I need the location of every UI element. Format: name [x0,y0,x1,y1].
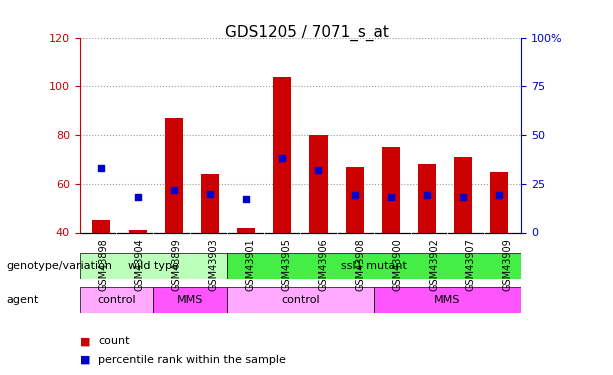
Point [96,165,106,171]
Bar [490,172,508,232]
Text: GSM43898: GSM43898 [98,238,108,291]
Text: ■: ■ [80,355,90,365]
Bar [227,253,521,279]
Bar [454,157,472,232]
Text: MMS: MMS [177,295,204,305]
Point [495,192,504,198]
Text: GSM43908: GSM43908 [356,238,365,291]
Bar [201,174,219,232]
Text: control: control [281,295,320,305]
Point [386,194,396,200]
Point [205,190,215,196]
Text: GSM43906: GSM43906 [319,238,329,291]
Text: GSM43904: GSM43904 [135,238,145,291]
Text: GDS1205 / 7071_s_at: GDS1205 / 7071_s_at [224,24,389,40]
Text: GSM43901: GSM43901 [245,238,255,291]
Bar [374,287,521,313]
Point [132,194,142,200]
Bar [165,118,183,232]
Point [241,196,251,202]
Bar [310,135,327,232]
Bar [382,147,400,232]
Bar [93,220,110,232]
Text: percentile rank within the sample: percentile rank within the sample [98,355,286,365]
Text: GSM43905: GSM43905 [282,238,292,291]
Point [169,187,178,193]
Bar [80,287,153,313]
Point [314,167,324,173]
Text: wild type: wild type [128,261,178,271]
Bar [237,228,255,232]
Point [422,192,432,198]
Bar [273,76,291,232]
Bar [346,166,364,232]
Text: ■: ■ [80,336,90,346]
Point [277,155,287,161]
Text: ssl1 mutant: ssl1 mutant [341,261,407,271]
Point [459,194,468,200]
Bar [153,287,227,313]
Bar [80,253,227,279]
Point [350,192,360,198]
Text: GSM43902: GSM43902 [429,238,439,291]
Bar [129,230,147,232]
Text: GSM43907: GSM43907 [466,238,476,291]
Text: agent: agent [6,295,39,305]
Bar [227,287,374,313]
Text: GSM43900: GSM43900 [392,238,402,291]
Text: genotype/variation: genotype/variation [6,261,112,271]
Text: GSM43909: GSM43909 [503,238,512,291]
Text: MMS: MMS [434,295,461,305]
Text: GSM43903: GSM43903 [208,238,218,291]
Text: GSM43899: GSM43899 [172,238,181,291]
Text: count: count [98,336,129,346]
Text: control: control [97,295,136,305]
Bar [418,164,436,232]
